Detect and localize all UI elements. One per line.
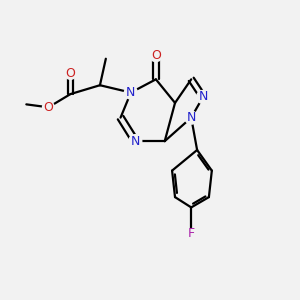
Text: N: N xyxy=(198,91,208,103)
Text: N: N xyxy=(130,135,140,148)
Text: F: F xyxy=(188,227,195,240)
Circle shape xyxy=(185,111,198,124)
Text: O: O xyxy=(44,101,53,114)
Text: N: N xyxy=(187,111,196,124)
Text: O: O xyxy=(151,49,161,62)
Text: O: O xyxy=(66,67,75,80)
Circle shape xyxy=(150,50,162,62)
Circle shape xyxy=(64,68,76,79)
Circle shape xyxy=(129,135,142,148)
Circle shape xyxy=(124,86,137,99)
Circle shape xyxy=(186,229,196,239)
Circle shape xyxy=(43,101,54,113)
Circle shape xyxy=(196,91,209,103)
Text: N: N xyxy=(126,86,136,99)
